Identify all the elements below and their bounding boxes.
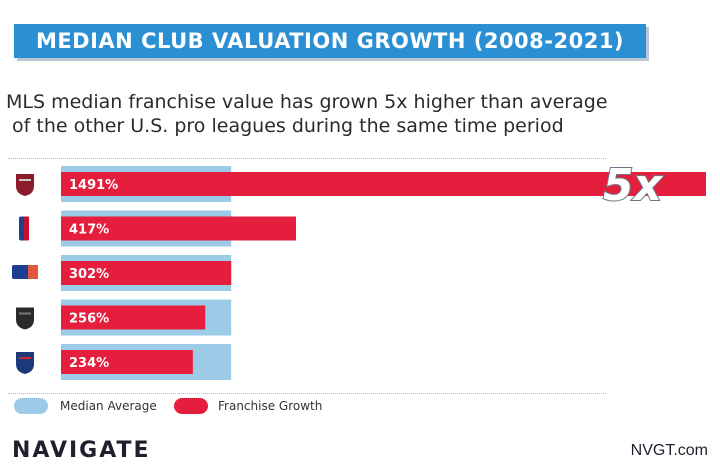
growth-label-nfl: 234% — [69, 356, 109, 371]
site-url[interactable]: NVGT.com — [630, 442, 708, 459]
nba-logo-right — [24, 216, 29, 241]
mlb-logo-icon — [12, 265, 38, 279]
bottom-divider — [8, 393, 606, 394]
title-banner: MEDIAN CLUB VALUATION GROWTH (2008-2021) — [14, 24, 646, 58]
growth-label-nhl: 256% — [69, 312, 109, 327]
nfl-logo-shield — [16, 352, 34, 374]
growth-bar-nba — [61, 216, 296, 241]
growth-bar-mlb — [61, 261, 232, 285]
mlb-logo-right — [28, 265, 38, 279]
nhl-logo-icon — [16, 307, 34, 330]
callout-5x: 5x — [602, 159, 665, 212]
legend-swatch-median — [14, 398, 48, 414]
nhl-logo-shield — [16, 307, 34, 330]
growth-bar-nhl — [61, 305, 206, 330]
nfl-logo-icon — [16, 352, 34, 374]
legend-swatch-growth — [174, 398, 208, 414]
legend-label-median: Median Average — [60, 399, 157, 413]
growth-bar-mls — [61, 172, 706, 196]
top-divider — [8, 158, 606, 159]
callout-text: 5x — [603, 160, 664, 211]
mls-logo-shield — [16, 174, 34, 196]
growth-label-mlb: 302% — [69, 267, 109, 282]
subtitle: MLS median franchise value has grown 5x … — [6, 90, 608, 138]
growth-label-mls: 1491% — [69, 178, 118, 193]
subtitle-line-2: of the other U.S. pro leagues during the… — [6, 115, 564, 137]
legend-label-growth: Franchise Growth — [218, 399, 323, 413]
nba-logo-icon — [19, 216, 29, 241]
subtitle-line-1: MLS median franchise value has grown 5x … — [6, 91, 608, 113]
navigate-logo: NAVIGATE — [12, 438, 151, 463]
mls-logo-icon — [16, 174, 34, 196]
growth-bar-nfl — [61, 350, 193, 374]
growth-label-nba: 417% — [69, 223, 109, 238]
chart-title: MEDIAN CLUB VALUATION GROWTH (2008-2021) — [35, 29, 625, 53]
